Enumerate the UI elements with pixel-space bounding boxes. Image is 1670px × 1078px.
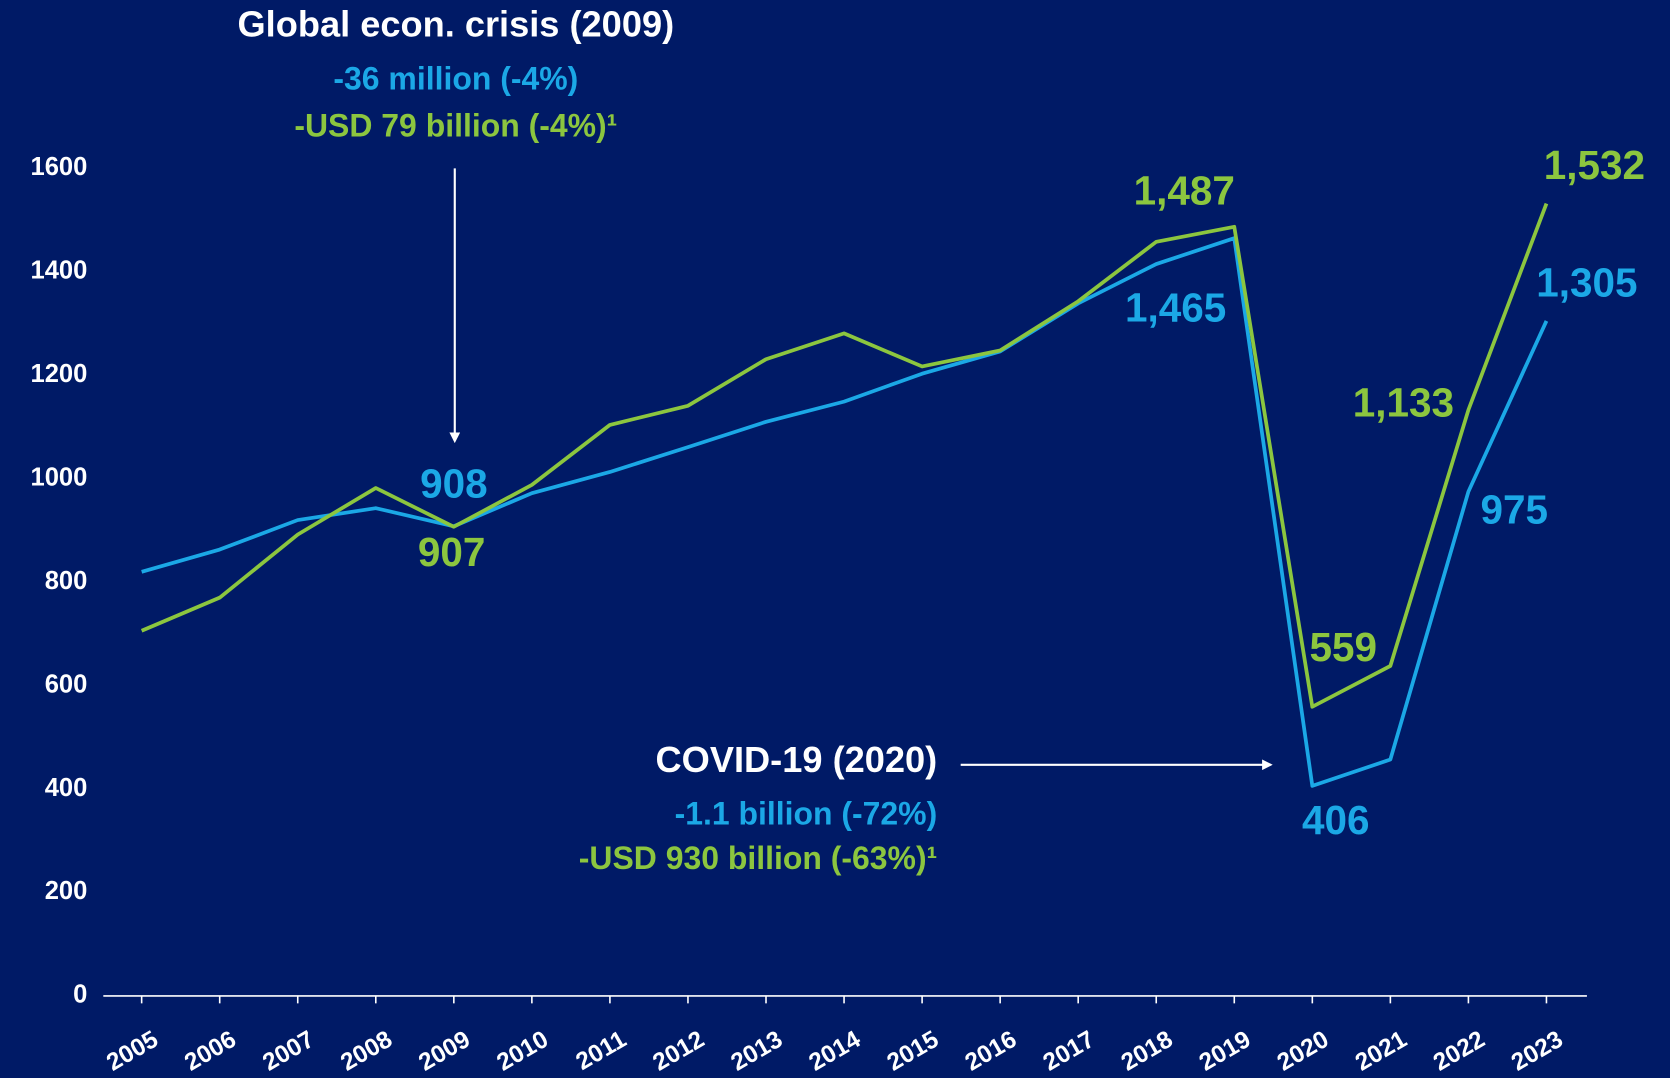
y-tick-label: 1600 [30,153,87,181]
y-tick-label: 200 [45,877,88,905]
series-line [140,202,1549,709]
data-label: 1,305 [1536,259,1637,305]
data-label: 907 [418,529,486,575]
data-label: 1,465 [1125,284,1226,330]
data-label: 1,532 [1544,142,1645,188]
y-tick-label: 1000 [30,463,87,491]
y-tick-label: 0 [73,981,87,1009]
data-label: 975 [1480,487,1548,533]
annotation-line: -36 million (-4%) [333,60,578,96]
y-tick-label: 1200 [30,360,87,388]
y-tick-label: 400 [45,774,88,802]
y-tick-label: 800 [45,567,88,595]
data-label: 406 [1302,797,1370,843]
annotation-title: Global econ. crisis (2009) [238,3,675,44]
annotation-line: -1.1 billion (-72%) [675,795,938,831]
annotation-title: COVID-19 (2020) [656,739,938,780]
y-tick-label: 600 [45,670,88,698]
data-label: 1,133 [1353,379,1454,425]
data-label: 908 [420,461,488,507]
y-tick-label: 1400 [30,257,87,285]
series-line [141,236,1549,788]
annotation-line: -USD 79 billion (-4%)¹ [294,107,617,143]
annotation-line: -USD 930 billion (-63%)¹ [579,840,937,876]
data-label: 1,487 [1134,167,1235,213]
data-label: 559 [1309,624,1377,670]
